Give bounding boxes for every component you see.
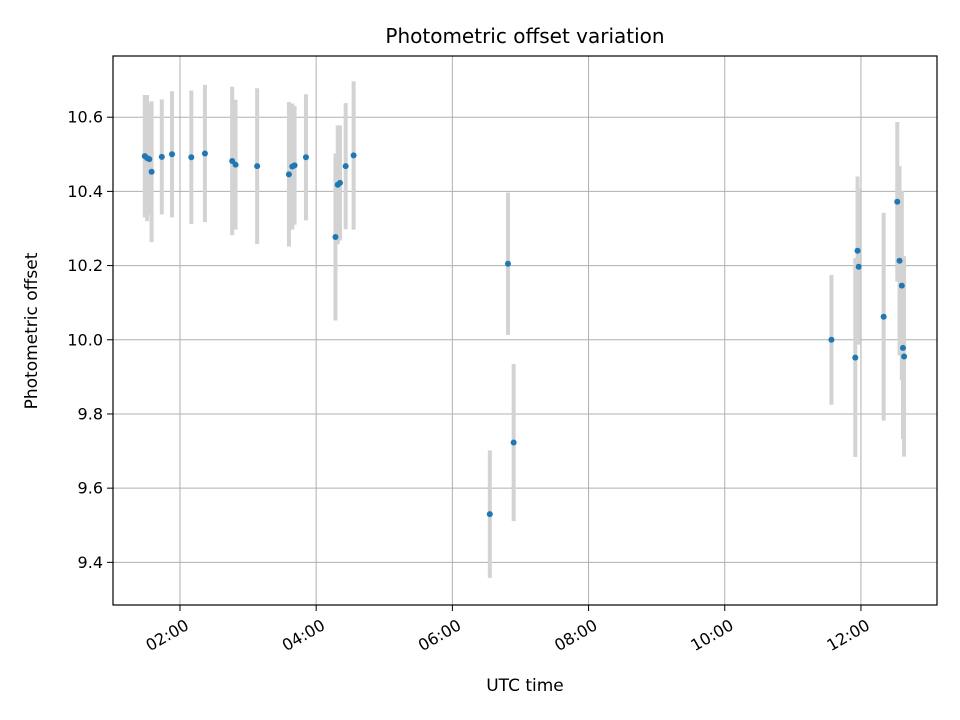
y-axis-ticks: 9.4 9.6 9.8 10.0 10.2 10.4 10.6 <box>67 108 113 572</box>
data-point <box>828 336 835 343</box>
data-point <box>188 154 195 161</box>
data-point <box>852 354 859 361</box>
data-point <box>894 198 901 205</box>
data-point <box>291 162 298 169</box>
data-point <box>302 154 309 161</box>
data-point <box>169 151 176 158</box>
data-point <box>486 511 493 518</box>
y-tick-label: 10.0 <box>67 330 103 349</box>
y-tick-label: 10.6 <box>67 108 103 127</box>
data-point <box>158 153 165 160</box>
data-point <box>254 163 261 170</box>
grid <box>113 56 937 605</box>
data-point <box>201 150 208 157</box>
y-tick-label: 10.2 <box>67 256 103 275</box>
data-point <box>880 313 887 320</box>
y-axis-title: Photometric offset <box>22 252 42 409</box>
y-tick-label: 9.6 <box>78 479 103 498</box>
data-point <box>901 353 908 360</box>
x-axis-title: UTC time <box>486 676 564 696</box>
data-point <box>898 282 905 289</box>
data-point <box>510 439 517 446</box>
data-point <box>896 257 903 264</box>
data-point <box>336 179 343 186</box>
y-tick-label: 9.8 <box>78 404 103 423</box>
data-point <box>854 247 861 254</box>
data-points <box>141 150 908 518</box>
data-point <box>285 171 292 178</box>
data-point <box>899 344 906 351</box>
data-point <box>146 156 153 163</box>
data-point <box>504 260 511 267</box>
data-point <box>148 168 155 175</box>
data-point <box>350 152 357 159</box>
y-tick-label: 9.4 <box>78 553 103 572</box>
plot-area-frame <box>112 55 938 606</box>
data-point <box>232 161 239 168</box>
data-point <box>855 263 862 270</box>
data-point <box>342 163 349 170</box>
data-point <box>332 234 339 241</box>
chart-title: Photometric offset variation <box>385 24 664 48</box>
y-tick-label: 10.4 <box>67 182 103 201</box>
